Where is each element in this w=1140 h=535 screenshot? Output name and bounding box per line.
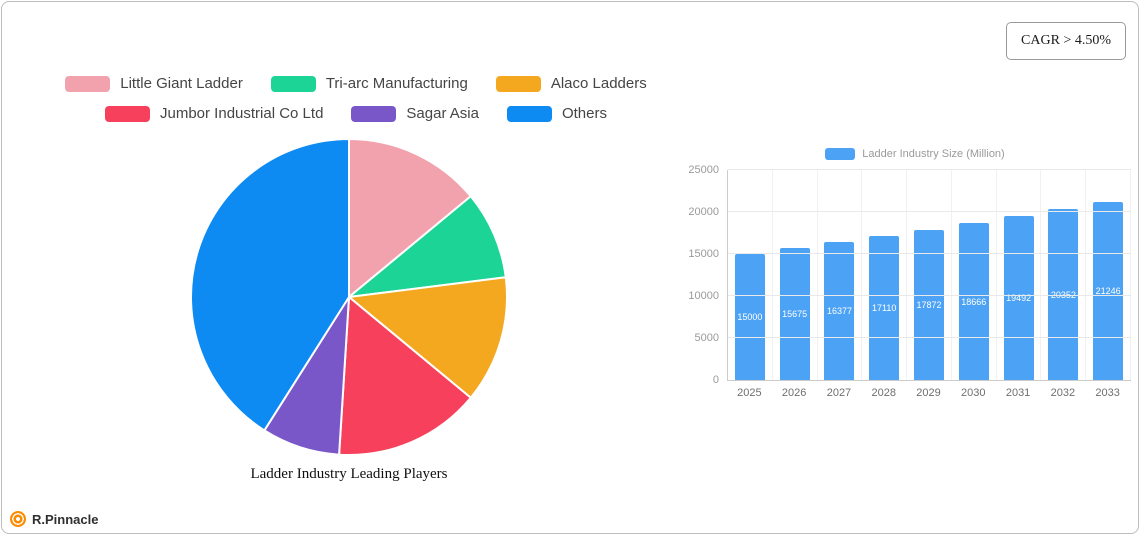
- x-axis-label-2032: 2032: [1050, 387, 1076, 399]
- bar-2025[interactable]: 15000: [734, 254, 765, 380]
- legend-swatch: [65, 75, 111, 92]
- legend-label: Alaco Ladders: [550, 75, 647, 92]
- legend-label: Jumbor Industrial Co Ltd: [160, 105, 324, 122]
- bar-2027[interactable]: 16377: [824, 242, 855, 380]
- x-axis-label-2025: 2025: [737, 387, 762, 399]
- legend-item-tri-arc-manufacturing[interactable]: Tri-arc Manufacturing: [270, 75, 468, 92]
- x-axis-label-2029: 2029: [916, 387, 941, 399]
- gridline: [728, 211, 1131, 212]
- bar-column-2029: 17872: [907, 170, 952, 380]
- y-axis-label: 15000: [688, 248, 719, 260]
- cagr-badge: CAGR > 4.50%: [1006, 22, 1126, 60]
- bar-value-label: 17872: [916, 299, 942, 310]
- bar-value-label: 15000: [737, 312, 763, 322]
- x-axis-label-2026: 2026: [781, 387, 807, 399]
- pie-chart-title: Ladder Industry Leading Players: [250, 466, 448, 482]
- bar-column-2031: 19492: [997, 170, 1042, 380]
- pie-slice-little-giant-ladder[interactable]: [348, 138, 472, 298]
- brand-logo: R.Pinnacle: [10, 511, 98, 527]
- bar-value-label: 21246: [1095, 285, 1121, 296]
- bar-column-2033: 21246: [1086, 170, 1132, 380]
- x-axis-label-2028: 2028: [871, 387, 896, 399]
- y-axis-label: 0: [712, 374, 719, 386]
- y-axis-label: 5000: [694, 332, 719, 344]
- bar-2029[interactable]: 17872: [914, 229, 945, 380]
- bar-2031[interactable]: 19492: [1003, 216, 1034, 380]
- bar-2032[interactable]: 20352: [1048, 209, 1079, 380]
- bar-legend-label: Ladder Industry Size (Million): [862, 148, 1005, 160]
- pie-slice-tri-arc-manufacturing[interactable]: [348, 195, 507, 298]
- bar-column-2028: 17110: [862, 170, 908, 380]
- y-axis-label: 25000: [688, 164, 719, 176]
- legend-swatch: [495, 75, 541, 92]
- bar-value-label: 20352: [1050, 289, 1076, 300]
- bar-value-label: 15675: [782, 309, 808, 320]
- bar-columns: 15000 15675 16377 17110 17872 18666 19492 20352…: [728, 170, 1132, 380]
- legend-swatch: [270, 75, 316, 92]
- bar-chart-plot: 15000 15675 16377 17110 17872 18666 19492 20352…: [727, 169, 1132, 381]
- gridline: [728, 169, 1131, 170]
- bar-2030[interactable]: 18666: [958, 223, 989, 380]
- bar-column-2032: 20352: [1041, 170, 1087, 380]
- x-axis-label-2027: 2027: [826, 387, 852, 399]
- x-axis-label-2033: 2033: [1095, 387, 1120, 399]
- y-axis-label: 20000: [688, 206, 719, 218]
- pie-slice-others[interactable]: [190, 138, 350, 432]
- gridline: [728, 295, 1131, 296]
- legend-swatch: [105, 105, 150, 122]
- legend-swatch: [351, 105, 397, 122]
- bar-column-2030: 18666: [952, 170, 997, 380]
- bar-value-label: 18666: [961, 296, 987, 307]
- y-axis-label: 10000: [688, 290, 719, 302]
- gridline: [728, 337, 1131, 338]
- legend-label: Tri-arc Manufacturing: [325, 75, 468, 92]
- pie-slice-alaco-ladders[interactable]: [348, 276, 508, 399]
- bar-legend[interactable]: Ladder Industry Size (Million): [700, 148, 1130, 160]
- pie-legend: Little Giant Ladder Tri-arc Manufacturing…: [28, 75, 684, 122]
- x-axis-label-2030: 2030: [961, 387, 986, 399]
- x-axis-label-2031: 2031: [1005, 387, 1031, 399]
- legend-item-sagar-asia[interactable]: Sagar Asia: [351, 105, 479, 122]
- legend-label: Little Giant Ladder: [120, 75, 243, 92]
- bar-2028[interactable]: 17110: [869, 236, 900, 380]
- legend-item-others[interactable]: Others: [506, 105, 607, 122]
- pie-svg: [190, 138, 508, 456]
- bar-value-label: 17110: [872, 303, 897, 314]
- legend-item-little-giant-ladder[interactable]: Little Giant Ladder: [65, 75, 243, 92]
- legend-item-alaco-ladders[interactable]: Alaco Ladders: [495, 75, 647, 92]
- bar-value-label: 16377: [826, 306, 852, 317]
- legend-swatch: [506, 105, 552, 122]
- legend-label: Others: [561, 105, 607, 122]
- bar-x-axis: 2025 2026 2027 2028 2029 2030 2031 2032 2033: [727, 387, 1130, 399]
- bar-column-2027: 16377: [818, 170, 863, 380]
- bar-legend-swatch: [825, 148, 856, 160]
- bar-value-label: 19492: [1006, 293, 1032, 304]
- bar-column-2026: 15675: [773, 170, 818, 380]
- pie-chart: [188, 136, 510, 458]
- gridline: [728, 253, 1131, 254]
- bar-2026[interactable]: 15675: [779, 248, 810, 380]
- bar-2033[interactable]: 21246: [1093, 201, 1124, 380]
- legend-label: Sagar Asia: [406, 105, 479, 122]
- logo-text: R.Pinnacle: [32, 511, 99, 527]
- bar-column-2025: 15000: [728, 170, 773, 380]
- pie-slice-jumbor-industrial-co-ltd[interactable]: [338, 296, 472, 456]
- legend-item-jumbor-industrial-co-ltd[interactable]: Jumbor Industrial Co Ltd: [105, 105, 323, 122]
- logo-icon: [10, 511, 26, 527]
